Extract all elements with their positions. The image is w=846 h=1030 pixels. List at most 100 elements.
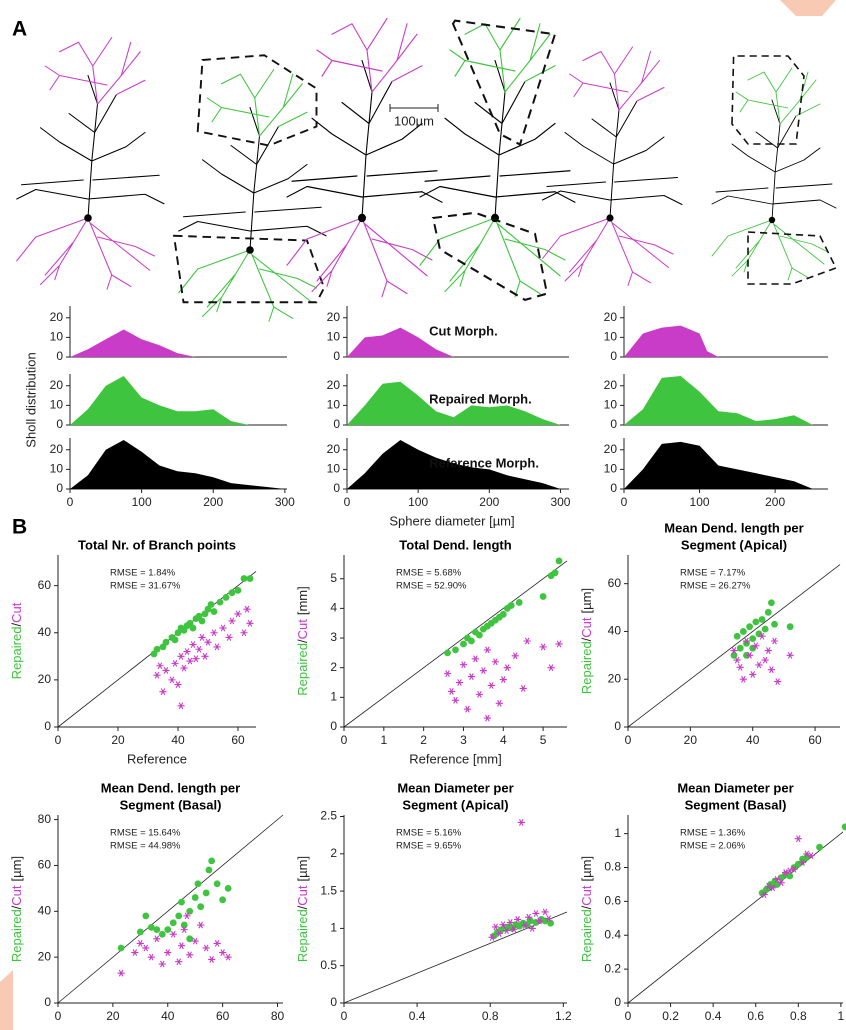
- x-tick-label: 0: [67, 495, 74, 509]
- y-tick-label: 10: [50, 330, 64, 344]
- point: [142, 944, 150, 952]
- point: [136, 939, 144, 947]
- sholl-area: [624, 441, 813, 489]
- point: [767, 666, 776, 674]
- y-tick-label: 0: [610, 481, 617, 495]
- x-tick-label: 0: [625, 733, 632, 747]
- point: [761, 656, 769, 664]
- point: [525, 913, 533, 921]
- point: [733, 656, 741, 664]
- y-tick-label: 1: [614, 826, 621, 840]
- point: [547, 664, 555, 672]
- point: [219, 624, 227, 632]
- point: [521, 922, 529, 929]
- x-tick-label: 0.6: [747, 1009, 764, 1023]
- rmse-label: RMSE = 31.67%: [110, 581, 181, 592]
- point: [483, 646, 491, 654]
- point: [507, 602, 515, 609]
- x-tick-label: 0: [55, 733, 62, 747]
- y-axis-label-part: /: [295, 639, 310, 643]
- y-axis-label-part: Repaired: [9, 909, 24, 962]
- point: [246, 575, 254, 582]
- point: [142, 912, 150, 920]
- point: [777, 879, 785, 887]
- y-tick-label: 20: [327, 378, 341, 392]
- point: [752, 618, 760, 626]
- x-tick-label: 0.8: [482, 1009, 499, 1023]
- x-tick-label: 60: [808, 733, 822, 747]
- point: [222, 594, 230, 601]
- y-axis-label-part: Cut: [295, 885, 310, 906]
- point: [175, 958, 183, 966]
- y-tick-label: 2.5: [320, 809, 337, 823]
- scale-bar-label: 100µm: [394, 113, 434, 128]
- point: [769, 884, 777, 892]
- point: [158, 930, 166, 938]
- point: [153, 645, 161, 653]
- x-tick-label: 0.4: [705, 1009, 722, 1023]
- point: [467, 673, 476, 680]
- rmse-label: RMSE = 7.17%: [680, 568, 746, 579]
- point: [517, 819, 525, 826]
- y-tick-label: 0: [333, 417, 340, 431]
- x-tick-label: 80: [271, 1009, 285, 1023]
- x-tick-label: 20: [106, 1009, 120, 1023]
- point: [790, 865, 798, 873]
- y-tick-label: 0.8: [604, 860, 621, 874]
- x-tick-label: 4: [500, 733, 507, 747]
- point: [136, 928, 144, 936]
- sholl-area: [70, 329, 196, 357]
- y-axis-label: Repaired/Cut [mm]: [295, 586, 310, 696]
- point: [760, 891, 768, 899]
- y-tick-label: 60: [608, 576, 622, 590]
- y-tick-label: 10: [604, 398, 618, 412]
- point: [736, 663, 744, 671]
- y-axis-label-part: /: [579, 637, 594, 641]
- point: [739, 675, 747, 683]
- point: [451, 696, 460, 704]
- point: [739, 628, 747, 635]
- y-axis-label-part: Repaired: [295, 643, 310, 696]
- point: [197, 903, 205, 911]
- point: [194, 880, 202, 888]
- rmse-label: RMSE = 1.84%: [110, 568, 176, 579]
- point: [183, 912, 191, 920]
- point: [746, 623, 753, 631]
- y-tick-label: 1.5: [320, 883, 337, 897]
- sholl-area: [347, 440, 561, 489]
- point: [159, 688, 167, 696]
- point: [491, 658, 499, 666]
- point: [771, 620, 778, 628]
- point: [205, 866, 213, 874]
- y-tick-label: 40: [608, 624, 622, 638]
- y-axis-label-part: Cut: [9, 602, 24, 623]
- point: [189, 624, 197, 632]
- point: [495, 930, 503, 938]
- point: [551, 569, 559, 577]
- point: [171, 636, 179, 644]
- point: [475, 690, 483, 698]
- y-tick-label: 10: [327, 462, 341, 476]
- y-tick-label: 20: [50, 378, 64, 392]
- point: [730, 647, 738, 654]
- rmse-label: RMSE = 52.90%: [396, 581, 467, 592]
- point: [213, 880, 221, 888]
- point: [460, 640, 467, 648]
- y-tick-label: 3: [330, 630, 337, 644]
- y-axis-label-part: [µm]: [579, 588, 594, 614]
- point: [511, 652, 519, 660]
- chart-title: Segment (Basal): [120, 797, 222, 812]
- point: [770, 637, 779, 645]
- x-axis-label: Reference [µm]: [126, 1027, 215, 1030]
- y-tick-label: 0: [56, 481, 63, 495]
- y-tick-label: 0: [56, 417, 63, 431]
- rmse-label: RMSE = 5.16%: [396, 828, 462, 839]
- y-tick-label: 60: [38, 578, 52, 592]
- point: [219, 896, 227, 904]
- point: [541, 908, 549, 916]
- y-tick-label: 20: [327, 442, 341, 456]
- rmse-label: RMSE = 9.65%: [396, 841, 462, 852]
- y-tick-label: 2: [330, 660, 337, 674]
- x-tick-label: 40: [161, 1009, 175, 1023]
- point: [216, 598, 224, 606]
